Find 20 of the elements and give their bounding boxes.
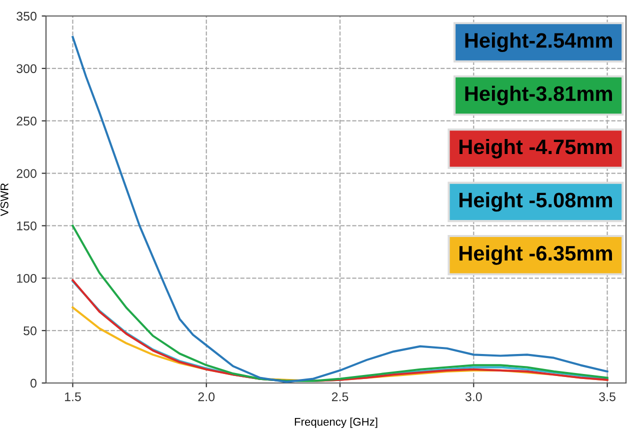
- y-axis-title: VSWR: [0, 183, 8, 216]
- text: Height -6.35mm: [460, 245, 612, 265]
- y-tick-label: 250: [16, 116, 36, 126]
- y-tick-label: 50: [24, 326, 36, 336]
- text: Height -4.75mm: [460, 138, 612, 158]
- x-tick-label: 2.0: [198, 392, 215, 402]
- y-tick-label: 150: [17, 222, 36, 230]
- x-axis-title: Frequency [GHz]: [294, 418, 378, 428]
- text: Height -5.08mm: [460, 192, 612, 212]
- y-tick-label: 0: [30, 378, 36, 388]
- x-tick-label: 3.0: [465, 392, 482, 402]
- y-tick-label: 100: [17, 274, 36, 283]
- x-tick-label: 2.5: [332, 392, 348, 402]
- y-tick-label: 200: [16, 169, 36, 178]
- y-tick-label: 350: [16, 12, 36, 21]
- y-tick-label: 300: [16, 64, 36, 74]
- text: Height-2.54mm: [465, 32, 612, 52]
- x-tick-label: 3.5: [599, 392, 616, 402]
- text: Height-3.81mm: [465, 86, 612, 106]
- x-tick-label: 1.5: [64, 392, 81, 402]
